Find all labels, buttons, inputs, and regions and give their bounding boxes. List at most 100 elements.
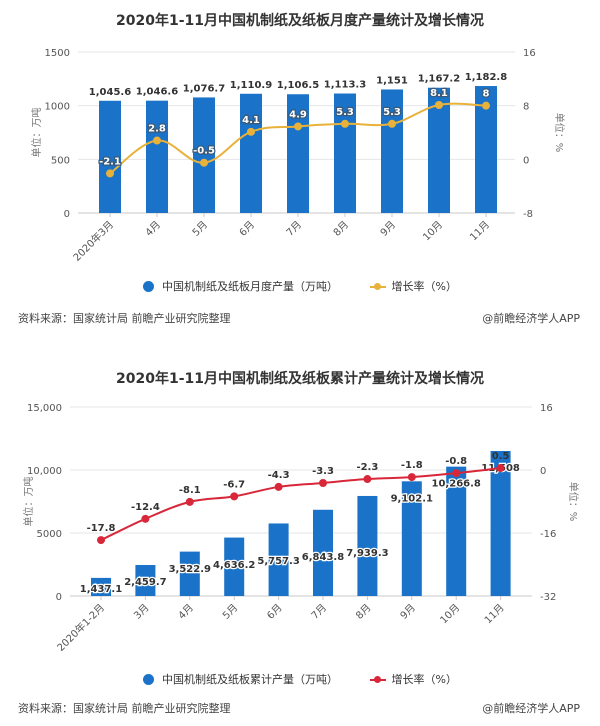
- line-point: [274, 482, 283, 491]
- x-tick-label: 9月: [398, 602, 418, 622]
- chart1-plot: 0 -8 500 0 1000 8 1500 16 单位：万吨 单位：% 2020年3月 4月 5月 6月…: [30, 48, 566, 264]
- bar-value-label: 1,076.7: [183, 83, 225, 94]
- bar: [490, 450, 511, 596]
- bar: [428, 87, 450, 213]
- source-note: 资料来源：国家统计局 前瞻产业研究院整理: [18, 312, 231, 325]
- line-point: [435, 100, 443, 109]
- line-point: [341, 119, 349, 128]
- line-point: [363, 475, 372, 484]
- x-tick-label: 10月: [438, 602, 463, 627]
- y-tick-label: 0: [64, 209, 70, 220]
- brand-credit: @前瞻经济学人APP: [482, 312, 580, 325]
- line-point: [141, 514, 150, 523]
- bar: [193, 97, 215, 213]
- bar-value-label: 3,522.9: [169, 564, 211, 575]
- bar: [91, 577, 111, 596]
- chart2-title: 2020年1-11月中国机制纸及纸板累计产量统计及增长情况: [116, 371, 484, 387]
- x-tick-label: 6月: [265, 602, 285, 622]
- line-value-label: 5.3: [383, 107, 401, 118]
- bar-value-label: 10,266.8: [432, 479, 481, 490]
- line-point: [247, 127, 255, 136]
- chart2-plot: 0 -32 5000 -16 10,000 0 15,000 16 单位：万吨 单位：% 2020年…: [22, 403, 580, 654]
- legend-item-line[interactable]: 增长率（%）: [369, 278, 457, 294]
- legend-line-icon: [369, 674, 386, 685]
- bar-value-label: 1,106.5: [277, 80, 319, 91]
- brand-credit: @前瞻经济学人APP: [482, 702, 580, 715]
- y-axis-title: 单位：万吨: [22, 477, 35, 527]
- bar: [287, 94, 309, 213]
- line-point: [200, 158, 208, 167]
- y2-tick-label: 0: [523, 155, 529, 166]
- line-value-label: -3.3: [312, 466, 334, 477]
- bar: [179, 551, 200, 596]
- bar: [268, 523, 289, 596]
- bar-value-label: 4,636.2: [213, 560, 255, 571]
- legend-item-line[interactable]: 增长率（%）: [369, 671, 457, 687]
- bar: [146, 100, 168, 213]
- bar-value-label: 1,110.9: [230, 80, 272, 91]
- line-point: [496, 464, 505, 473]
- bar-value-label: 9,102.1: [391, 493, 433, 504]
- bar: [381, 89, 403, 213]
- y2-axis-title: 单位：%: [553, 113, 566, 153]
- bar: [446, 466, 467, 596]
- line-point: [185, 497, 194, 506]
- y-tick-label: 5000: [37, 529, 62, 540]
- line-value-label: 8.1: [430, 88, 448, 99]
- x-tick-label: 3月: [131, 602, 151, 622]
- x-tick-label: 11月: [482, 602, 507, 627]
- bar-value-label: 1,167.2: [418, 74, 460, 85]
- y2-tick-label: 8: [523, 102, 529, 113]
- chart2-legend: 中国机制纸及纸板累计产量（万吨） 增长率（%）: [0, 671, 600, 688]
- y2-axis-title: 单位：%: [567, 482, 580, 522]
- legend-item-bar[interactable]: 中国机制纸及纸板累计产量（万吨）: [143, 671, 338, 687]
- line-value-label: -6.7: [223, 479, 245, 490]
- line-value-label: 2.8: [148, 124, 166, 135]
- bar: [313, 509, 333, 596]
- chart1-legend: 中国机制纸及纸板月度产量（万吨） 增长率（%）: [0, 278, 600, 295]
- y-tick-label: 1000: [45, 102, 70, 113]
- bar: [475, 86, 497, 213]
- growth-line: [100, 467, 501, 541]
- legend-bar-icon: [143, 280, 155, 292]
- line-point: [294, 122, 302, 131]
- bar-value-label: 1,182.8: [465, 72, 507, 83]
- bar-value-label: 1,045.6: [89, 87, 131, 98]
- y2-tick-label: 16: [523, 48, 536, 59]
- line-point: [106, 169, 114, 178]
- bar-value-label: 1,151: [376, 75, 408, 86]
- x-tick-label: 10月: [421, 219, 446, 244]
- x-tick-label: 7月: [309, 602, 329, 622]
- line-value-label: 0.5: [492, 451, 510, 462]
- y2-tick-label: 16: [540, 403, 553, 414]
- line-value-label: 4.1: [242, 115, 260, 126]
- bar-value-label: 7,939.3: [346, 548, 388, 559]
- bar-value-label: 1,437.1: [80, 584, 122, 595]
- legend-bar-label: 中国机制纸及纸板月度产量（万吨）: [162, 280, 339, 293]
- line-point: [230, 492, 239, 501]
- line-value-label: 8: [483, 89, 490, 100]
- line-point: [153, 136, 161, 145]
- y2-tick-label: 0: [540, 466, 546, 477]
- x-tick-label: 9月: [378, 219, 398, 239]
- x-tick-label: 11月: [468, 219, 493, 244]
- legend-bar-label: 中国机制纸及纸板累计产量（万吨）: [162, 673, 339, 686]
- y-tick-label: 15,000: [27, 403, 62, 414]
- x-tick-label: 7月: [284, 219, 304, 239]
- line-value-label: -2.1: [99, 156, 121, 167]
- x-tick-label: 2020年1-2月: [54, 601, 107, 654]
- line-value-label: 4.9: [289, 109, 307, 120]
- chart1-title: 2020年1-11月中国机制纸及纸板月度产量统计及增长情况: [116, 13, 484, 29]
- x-tick-label: 6月: [237, 219, 257, 239]
- legend-line-label: 增长率（%）: [391, 673, 457, 686]
- legend-item-bar[interactable]: 中国机制纸及纸板月度产量（万吨）: [143, 278, 338, 294]
- line-value-label: -12.4: [131, 502, 160, 513]
- line-point: [319, 478, 327, 487]
- y-tick-label: 500: [51, 155, 70, 166]
- bar: [99, 100, 121, 213]
- legend-line-icon: [369, 281, 386, 292]
- bar: [135, 565, 156, 596]
- bar: [240, 93, 262, 213]
- line-value-label: -8.1: [179, 485, 201, 496]
- source-note: 资料来源：国家统计局 前瞻产业研究院整理: [18, 702, 231, 715]
